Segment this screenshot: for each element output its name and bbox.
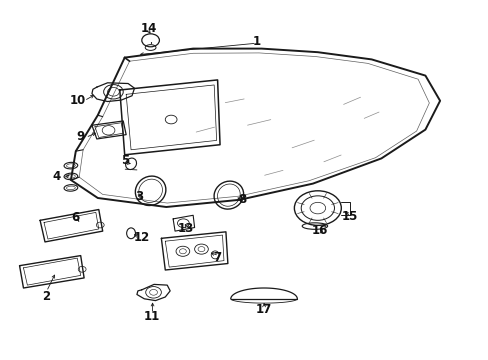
Text: 5: 5 xyxy=(121,154,128,167)
Text: 13: 13 xyxy=(177,222,194,235)
Text: 7: 7 xyxy=(213,251,221,264)
Text: 4: 4 xyxy=(52,170,60,183)
Text: 16: 16 xyxy=(311,224,328,237)
Text: 14: 14 xyxy=(141,22,157,35)
Text: 15: 15 xyxy=(341,210,357,222)
Text: 6: 6 xyxy=(72,211,80,224)
Text: 17: 17 xyxy=(255,303,272,316)
Text: 12: 12 xyxy=(133,231,150,244)
Text: 10: 10 xyxy=(70,94,86,107)
Text: 2: 2 xyxy=(42,291,50,303)
Text: 3: 3 xyxy=(135,190,143,203)
Text: 1: 1 xyxy=(252,35,260,48)
Text: 9: 9 xyxy=(77,130,84,143)
Text: 11: 11 xyxy=(143,310,160,323)
Text: 8: 8 xyxy=(238,193,245,206)
